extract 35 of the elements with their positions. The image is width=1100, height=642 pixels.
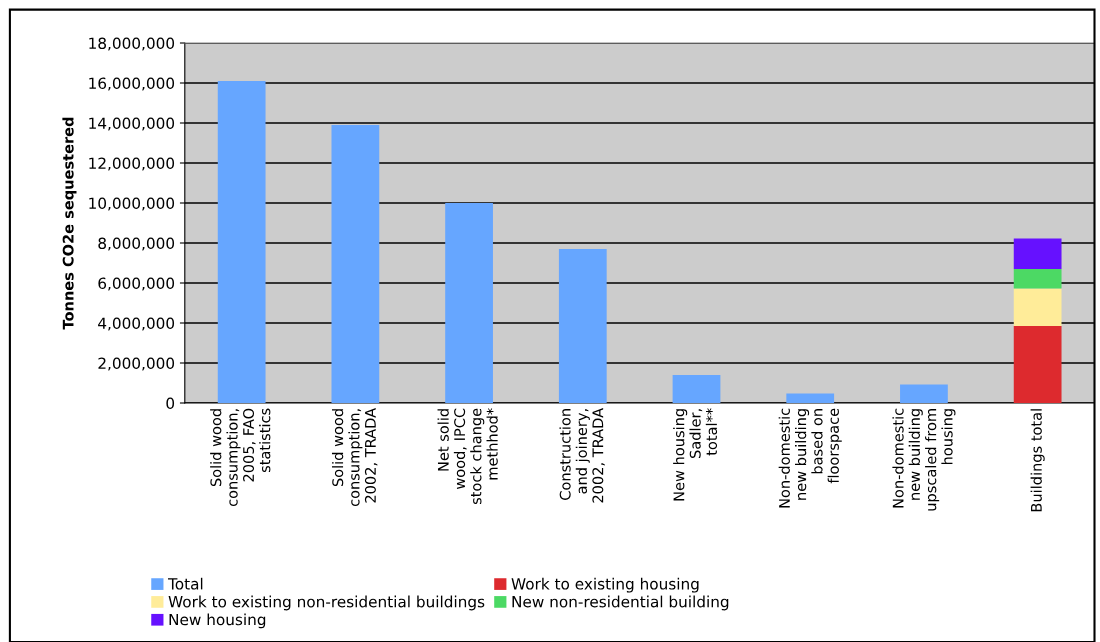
y-tick-label: 2,000,000: [98, 357, 175, 371]
x-tick-label: Solid wood consumption, 2002, TRADA: [331, 407, 378, 507]
x-tick-label: Non-domestic new building based on floorspace: [778, 408, 842, 508]
y-tick-label: 12,000,000: [89, 157, 175, 171]
bar: [900, 384, 948, 403]
bar: [672, 375, 721, 403]
bar: [1013, 238, 1062, 269]
bar: [558, 249, 607, 403]
x-tick-label: Net solid wood, IPCC stock change methhod*: [437, 408, 498, 505]
x-tick-label: Non-domestic new building upscaled from housing: [892, 408, 956, 511]
bar: [1013, 269, 1062, 289]
bar: [786, 393, 835, 403]
y-tick-label: 10,000,000: [89, 197, 175, 211]
legend-label: New non-residential building: [512, 595, 729, 611]
x-tick-label: Buildings total: [1030, 409, 1045, 512]
y-tick-label: 8,000,000: [98, 237, 175, 251]
bar: [1013, 326, 1062, 403]
y-tick-label: 4,000,000: [98, 317, 175, 331]
bar: [217, 81, 266, 403]
bar: [1013, 288, 1062, 326]
x-tick-label: Solid wood consumption, 2005, FAO statistics: [210, 408, 271, 507]
legend-label: New housing: [169, 613, 266, 629]
y-tick-label: 18,000,000: [89, 37, 175, 51]
y-tick-label: 14,000,000: [89, 117, 175, 131]
y-tick-label: 0: [166, 397, 175, 410]
y-tick-label: 6,000,000: [98, 277, 175, 291]
y-axis-title: Tonnes CO2e sequestered: [62, 117, 77, 330]
x-tick-label: New housing Sadler, total**: [673, 408, 718, 501]
x-tick-label: Construction and joinery, 2002, TRADA: [559, 407, 605, 503]
legend-label: Work to existing non-residential buildings: [168, 595, 485, 611]
y-tick-label: 16,000,000: [89, 77, 175, 91]
legend-label: Work to existing housing: [511, 577, 699, 593]
bar: [331, 125, 380, 403]
bar: [445, 203, 493, 403]
legend-label: Total: [168, 577, 203, 590]
